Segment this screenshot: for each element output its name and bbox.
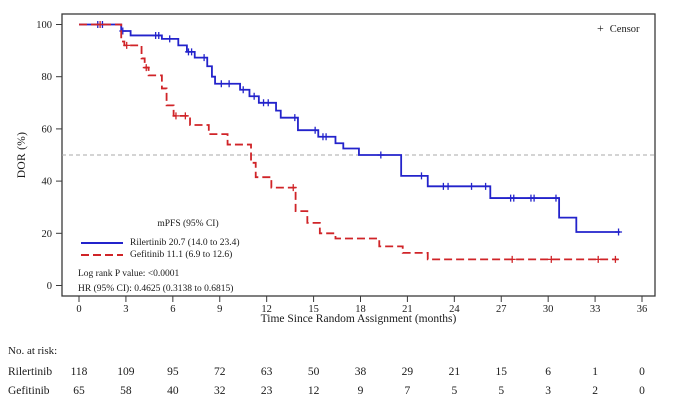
hazard-ratio-value: HR (95% CI): 0.4625 (0.3138 to 0.6815) <box>78 283 234 294</box>
censor-mark-rilertinib <box>155 31 163 39</box>
censor-mark-rilertinib <box>417 172 425 180</box>
risk-count: 15 <box>495 366 508 378</box>
x-tick-label: 33 <box>590 304 601 315</box>
risk-row-label-gefitinib: Gefitinib <box>8 385 50 397</box>
gefitinib-line-sample-icon <box>81 254 123 257</box>
risk-count: 0 <box>639 366 645 378</box>
x-tick-label: 12 <box>261 304 272 315</box>
censor-mark-gefitinib <box>123 41 131 49</box>
rilertinib-line-sample-icon <box>81 242 123 245</box>
risk-count: 21 <box>448 366 461 378</box>
risk-count: 109 <box>117 366 135 378</box>
x-tick-label: 36 <box>637 304 648 315</box>
censor-mark-gefitinib <box>594 255 602 263</box>
x-tick-label: 27 <box>496 304 507 315</box>
censor-mark-rilertinib <box>217 80 225 88</box>
censor-mark-rilertinib <box>225 80 233 88</box>
y-tick-label: 20 <box>42 229 53 240</box>
risk-count: 1 <box>592 366 598 378</box>
stats-annotation-block: mPFS (95% CI) Rilertinib 20.7 (14.0 to 2… <box>78 219 298 295</box>
risk-count: 23 <box>260 385 273 397</box>
legend-row-gefitinib: Gefitinib 11.1 (6.9 to 12.6) <box>78 250 298 261</box>
risk-table-header: No. at risk: <box>8 345 58 357</box>
risk-count: 6 <box>545 366 552 378</box>
risk-count: 2 <box>592 385 598 397</box>
rilertinib-legend-label: Rilertinib 20.7 (14.0 to 23.4) <box>130 237 240 248</box>
risk-count: 118 <box>70 366 88 378</box>
censor-mark-rilertinib <box>291 114 299 122</box>
y-tick-label: 0 <box>47 281 52 292</box>
x-axis-title: Time Since Random Assignment (months) <box>260 313 457 325</box>
legend-row-rilertinib: Rilertinib 20.7 (14.0 to 23.4) <box>78 238 298 249</box>
x-tick-label: 24 <box>449 304 460 315</box>
risk-count: 3 <box>545 385 552 397</box>
risk-row-label-rilertinib: Rilertinib <box>8 366 53 378</box>
x-tick-label: 0 <box>76 304 81 315</box>
x-tick-label: 21 <box>402 304 413 315</box>
x-tick-label: 9 <box>217 304 222 315</box>
y-tick-label: 40 <box>42 177 53 188</box>
censor-mark-rilertinib <box>552 194 560 202</box>
censor-mark-gefitinib <box>289 184 297 192</box>
x-tick-label: 18 <box>355 304 366 315</box>
mpfs-header: mPFS (95% CI) <box>157 219 219 229</box>
censor-mark-rilertinib <box>468 182 476 190</box>
censor-mark-gefitinib <box>611 255 619 263</box>
risk-count: 38 <box>354 366 367 378</box>
censor-mark-gefitinib <box>142 64 150 72</box>
censor-mark-rilertinib <box>615 228 623 236</box>
censor-mark-rilertinib <box>322 133 330 141</box>
censor-mark-rilertinib <box>444 182 452 190</box>
censor-mark-rilertinib <box>482 182 490 190</box>
risk-count: 50 <box>307 366 320 378</box>
km-curve-gefitinib <box>79 23 619 261</box>
censor-mark-rilertinib <box>166 35 174 43</box>
y-tick-label: 80 <box>42 72 53 83</box>
gefitinib-legend-label: Gefitinib 11.1 (6.9 to 12.6) <box>130 249 233 260</box>
censor-mark-gefitinib <box>172 112 180 120</box>
risk-count: 40 <box>167 385 179 397</box>
risk-count: 32 <box>214 385 226 397</box>
x-tick-label: 6 <box>170 304 175 315</box>
x-tick-label: 30 <box>543 304 554 315</box>
risk-count: 7 <box>404 385 411 397</box>
censor-mark-rilertinib <box>239 86 247 94</box>
risk-count: 0 <box>639 385 645 397</box>
censor-mark-gefitinib <box>508 255 516 263</box>
censor-mark-rilertinib <box>200 54 208 62</box>
x-tick-label: 15 <box>308 304 319 315</box>
censor-mark-gefitinib <box>96 21 104 28</box>
km-curve-rilertinib <box>79 23 621 233</box>
risk-count: 5 <box>498 385 505 397</box>
risk-count: 5 <box>451 385 458 397</box>
censor-mark-rilertinib <box>250 92 258 100</box>
risk-count: 63 <box>260 366 273 378</box>
y-axis-title: DOR (%) <box>16 131 28 179</box>
risk-count: 12 <box>307 385 320 397</box>
risk-count: 72 <box>214 366 226 378</box>
censor-legend: + Censor <box>597 21 640 36</box>
risk-count: 65 <box>73 385 85 397</box>
censor-mark-rilertinib <box>377 151 385 159</box>
censor-plus-icon: + <box>597 21 604 35</box>
censor-mark-gefitinib <box>547 255 555 263</box>
censor-mark-rilertinib <box>530 194 538 202</box>
risk-count: 58 <box>120 385 132 397</box>
x-tick-label: 3 <box>123 304 128 315</box>
censor-mark-rilertinib <box>188 48 196 56</box>
logrank-p-value: Log rank P value: <0.0001 <box>78 268 180 279</box>
risk-count: 9 <box>357 385 364 397</box>
censor-mark-rilertinib <box>311 126 319 134</box>
y-tick-label: 60 <box>42 124 53 135</box>
censor-mark-gefitinib <box>181 112 189 120</box>
censor-legend-label: Censor <box>609 24 640 35</box>
risk-count: 29 <box>401 366 414 378</box>
censor-mark-rilertinib <box>510 194 518 202</box>
censor-mark-rilertinib <box>264 99 272 107</box>
risk-count: 95 <box>167 366 179 378</box>
y-tick-label: 100 <box>36 20 52 31</box>
